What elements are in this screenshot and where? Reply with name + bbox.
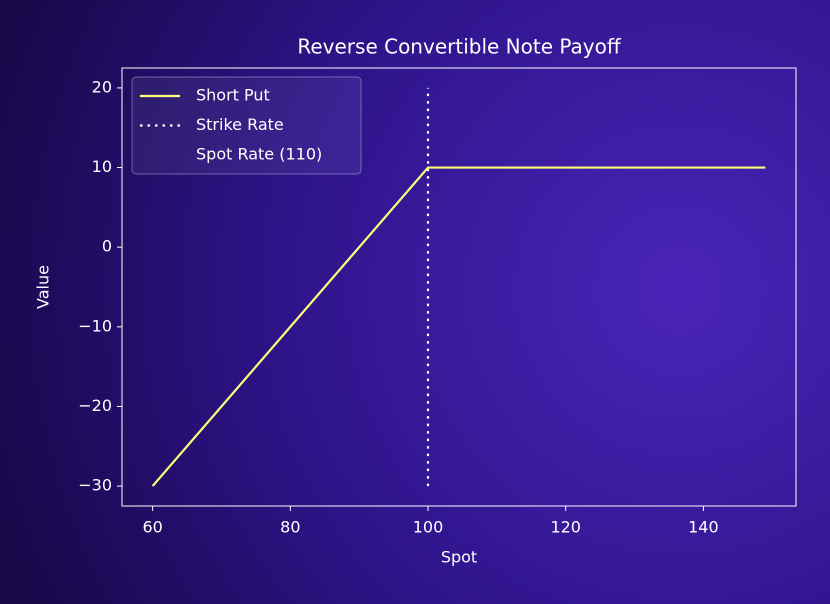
y-tick-label: 0: [102, 237, 112, 256]
y-tick-label: 10: [92, 157, 112, 176]
legend-box: [131, 76, 362, 175]
y-tick-label: 20: [92, 77, 112, 96]
chart-title: Reverse Convertible Note Payoff: [297, 35, 621, 59]
x-tick-label: 100: [413, 518, 444, 537]
plot-frame: [121, 67, 797, 507]
y-tick-label: −30: [78, 476, 112, 495]
legend-label: Short Put: [196, 86, 270, 105]
series-line: [151, 166, 766, 487]
x-tick-label: 80: [280, 518, 300, 537]
y-axis-label: Value: [34, 265, 53, 309]
x-tick-label: 140: [688, 518, 719, 537]
x-tick-label: 120: [550, 518, 581, 537]
x-axis-label: Spot: [441, 548, 477, 567]
y-tick-label: −10: [78, 316, 112, 335]
legend-label: Spot Rate (110): [196, 145, 322, 164]
x-tick-label: 60: [142, 518, 162, 537]
y-tick-label: −20: [78, 396, 112, 415]
legend-label: Strike Rate: [196, 115, 284, 134]
